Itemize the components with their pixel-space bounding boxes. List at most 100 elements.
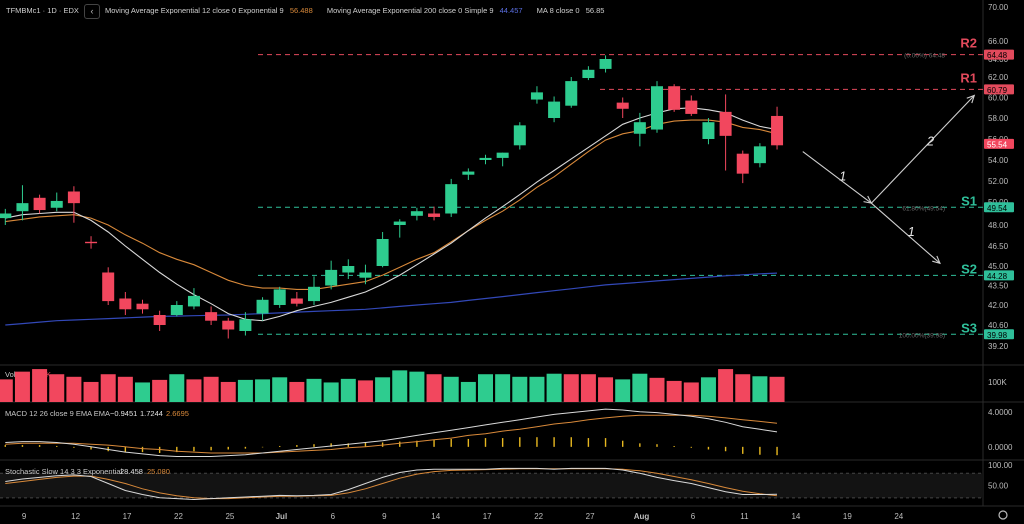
macd-hist-bar — [416, 440, 418, 447]
volume-bar — [752, 376, 768, 402]
volume-bar — [272, 377, 288, 402]
collapse-legend-button[interactable]: ‹ — [84, 4, 100, 19]
price-tick-label: 39.20 — [988, 342, 1009, 351]
macd-hist-bar — [433, 439, 435, 447]
volume-bar — [512, 376, 528, 402]
level-price-badge-s2 — [984, 270, 1014, 281]
candle-body — [599, 59, 612, 69]
macd-hist-bar — [227, 446, 229, 450]
projection-wave-label: 1 — [839, 168, 846, 183]
macd-hist-bar — [622, 440, 624, 447]
volume-bar — [683, 382, 699, 402]
ma8-line — [5, 107, 778, 322]
price-tick-label: 45.00 — [988, 262, 1009, 271]
volume-bar — [580, 374, 596, 402]
candle-body — [530, 92, 543, 100]
projection-arrow-line — [870, 95, 975, 204]
level-price-label-s2: 44.28 — [987, 272, 1008, 281]
candle-body — [668, 86, 681, 110]
candle-body — [359, 272, 372, 278]
time-tick-label: 22 — [174, 512, 183, 521]
macd-hist-bar — [38, 445, 41, 447]
candle-body — [428, 213, 441, 217]
macd-hist-bar — [587, 438, 590, 447]
candle-body — [308, 286, 320, 302]
settings-gear-icon[interactable] — [998, 510, 1008, 520]
volume-bar — [323, 382, 339, 402]
time-tick-label: 9 — [382, 512, 387, 521]
macd-hist-bar — [313, 444, 315, 447]
volume-bar — [357, 380, 373, 402]
projection-arrow-head — [932, 255, 941, 265]
candle-body — [479, 157, 492, 160]
price-tick-label: 54.00 — [988, 156, 1009, 165]
macd-hist-bar — [536, 437, 538, 447]
level-name-s2: S2 — [961, 261, 977, 276]
chart-legend-header: TFMBMc1 · 1D · EDX — [6, 6, 83, 15]
candle-body — [410, 211, 423, 216]
candle-body — [685, 100, 698, 114]
macd-hist-bar — [484, 438, 487, 447]
macd-line — [5, 408, 778, 457]
volume-bar — [546, 373, 562, 402]
candle-body — [50, 200, 63, 208]
macd-hist-bar — [21, 445, 24, 447]
time-tick-label: 14 — [791, 512, 800, 521]
price-tick-label: 48.00 — [988, 221, 1009, 230]
projection-arrow-head — [966, 94, 976, 104]
volume-bar — [135, 382, 150, 402]
time-tick-label: 11 — [740, 512, 749, 521]
volume-bar — [769, 376, 785, 402]
macd-hist-bar — [450, 438, 452, 447]
candle-body — [342, 266, 355, 273]
candle-body — [16, 203, 29, 212]
level-price-label-s1: 49.54 — [987, 204, 1008, 213]
macd-hist-bar — [330, 443, 332, 447]
macd-hist-bar — [176, 446, 178, 453]
candle-body — [205, 312, 218, 321]
level-name-s3: S3 — [961, 320, 977, 335]
macd-hist-bar — [656, 444, 658, 447]
candle-body — [33, 197, 46, 211]
macd-hist-bar — [399, 441, 401, 447]
volume-bar — [169, 374, 185, 402]
candle-body — [616, 102, 629, 109]
volume-bar — [255, 379, 271, 402]
volume-bar — [152, 379, 168, 402]
price-tick-label: 60.00 — [988, 94, 1009, 103]
macd-hist-bar — [724, 446, 727, 452]
volume-bar — [340, 378, 356, 402]
volume-bar — [666, 380, 682, 402]
ema200-value: 44.457 — [499, 6, 523, 15]
candle-body — [496, 152, 509, 158]
macd-hist-bar — [124, 446, 127, 453]
time-tick-label: 27 — [586, 512, 595, 521]
projection-wave-label: 2 — [926, 133, 935, 148]
macd-hist-bar — [279, 445, 281, 447]
volume-bar — [615, 379, 631, 402]
candle-body — [0, 213, 12, 219]
candle-body — [273, 289, 286, 305]
volume-bar — [735, 374, 751, 402]
volume-bar — [49, 374, 65, 402]
macd-hist-bar — [73, 446, 75, 448]
ema200-label: Moving Average Exponential 200 close 0 S… — [326, 6, 494, 15]
candle-body — [513, 125, 526, 146]
volume-bar — [598, 377, 614, 402]
candle-body — [771, 115, 784, 146]
time-tick-label: Aug — [634, 512, 650, 521]
stoch-label: Stochastic Slow 14 3 3 Exponential — [5, 467, 122, 476]
macd-hist-bar — [193, 446, 195, 452]
candle-body — [633, 122, 646, 134]
ema12-value: 56.488 — [289, 6, 313, 15]
indicator-legend: Moving Average Exponential 12 close 0 Ex… — [105, 6, 608, 15]
price-tick-label: 40.60 — [988, 321, 1009, 330]
candle-body — [136, 303, 149, 310]
stoch-tick-label: 100.00 — [988, 461, 1013, 470]
volume-bar — [718, 369, 734, 402]
projection-arrow-line — [871, 202, 941, 264]
volume-bar — [117, 376, 133, 402]
candle-body — [702, 122, 715, 139]
volume-tick-label: 100K — [988, 378, 1007, 387]
